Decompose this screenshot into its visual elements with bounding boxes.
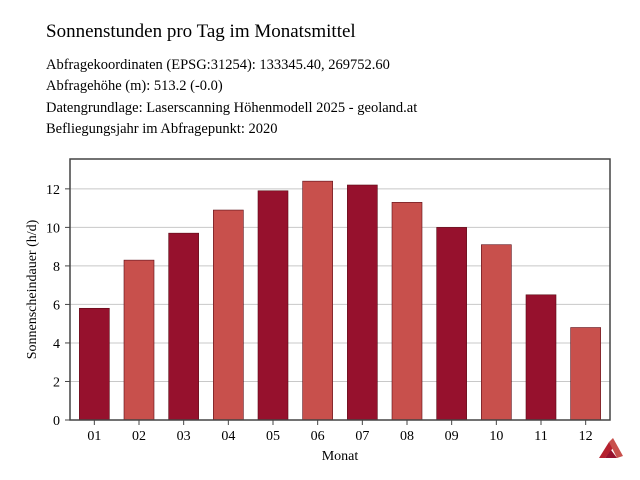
x-axis-title: Monat [322, 449, 359, 464]
bar-04 [213, 209, 244, 421]
bars [79, 180, 601, 421]
bar-09 [436, 227, 467, 421]
info-flight-year: Befliegungsjahr im Abfragepunkt: 2020 [46, 120, 278, 137]
x-tick-label: 07 [355, 429, 369, 444]
y-tick-label: 12 [46, 183, 60, 198]
y-tick-label: 4 [53, 337, 60, 352]
x-tick-label: 06 [311, 429, 325, 444]
bar-03 [168, 232, 199, 421]
x-tick-label: 02 [132, 429, 146, 444]
grid-lines [70, 188, 610, 382]
bar-06 [302, 180, 333, 421]
chart-title: Sonnenstunden pro Tag im Monatsmittel [46, 21, 356, 42]
bar-10 [481, 244, 512, 421]
x-tick-label: 04 [221, 429, 235, 444]
y-tick-label: 6 [53, 298, 60, 313]
x-tick-label: 09 [445, 429, 459, 444]
y-tick-label: 2 [53, 375, 60, 390]
y-axis-title: Sonnenscheindauer (h/d) [25, 219, 40, 359]
bar-07 [347, 184, 378, 421]
y-axis-ticks: 0 2 4 6 8 10 12 [46, 183, 70, 429]
bar-01 [79, 307, 110, 421]
y-tick-label: 0 [53, 414, 60, 429]
bar-05 [257, 190, 289, 421]
x-axis-ticks: 01 02 03 04 05 06 07 08 09 10 11 12 [87, 420, 593, 444]
x-tick-label: 10 [489, 429, 503, 444]
x-tick-label: 03 [177, 429, 191, 444]
y-tick-label: 10 [46, 221, 60, 236]
query-info: Abfragekoordinaten (EPSG:31254): 133345.… [46, 55, 417, 140]
x-tick-label: 12 [579, 429, 593, 444]
info-data-source: Datengrundlage: Laserscanning Höhenmodel… [46, 99, 418, 116]
logo-icon [597, 438, 625, 465]
bar-08 [391, 202, 423, 421]
bar-02 [123, 259, 155, 421]
x-tick-label: 08 [400, 429, 414, 444]
info-elevation: Abfragehöhe (m): 513.2 (-0.0) [46, 78, 223, 95]
x-tick-label: 01 [87, 429, 101, 444]
info-coordinates: Abfragekoordinaten (EPSG:31254): 133345.… [46, 57, 390, 73]
plot-frame [69, 158, 611, 421]
x-tick-label: 05 [266, 429, 280, 444]
y-tick-label: 8 [53, 260, 60, 275]
x-tick-label: 11 [534, 429, 547, 444]
bar-11 [525, 294, 557, 421]
bar-12 [570, 327, 601, 421]
